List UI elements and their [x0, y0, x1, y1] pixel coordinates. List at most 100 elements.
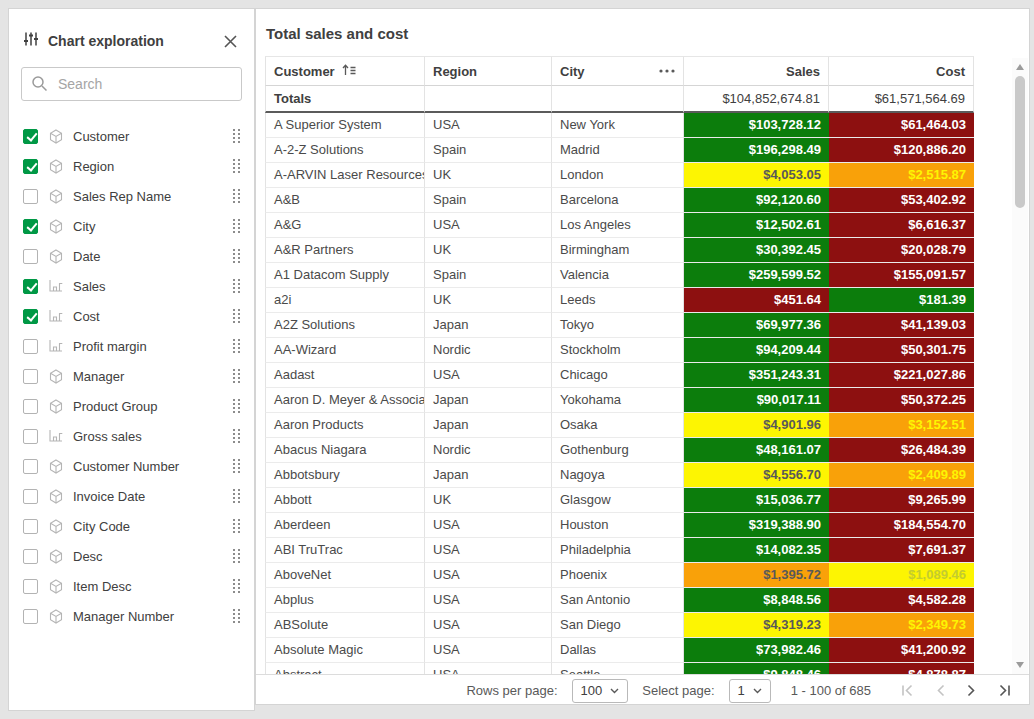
cell-city[interactable]: Osaka: [552, 413, 684, 438]
cell-customer[interactable]: Aaron Products: [265, 413, 425, 438]
field-checkbox[interactable]: [23, 489, 38, 504]
cell-sales[interactable]: $9,848.46: [684, 663, 829, 674]
cell-customer[interactable]: Abstract: [265, 663, 425, 674]
cell-city[interactable]: Philadelphia: [552, 538, 684, 563]
cell-customer[interactable]: Abacus Niagara: [265, 438, 425, 463]
cell-sales[interactable]: $8,848.56: [684, 588, 829, 613]
ellipsis-icon[interactable]: [659, 69, 675, 73]
cell-sales[interactable]: $259,599.52: [684, 263, 829, 288]
cell-customer[interactable]: Aberdeen: [265, 513, 425, 538]
page-select[interactable]: 1: [729, 679, 771, 703]
cell-city[interactable]: San Diego: [552, 613, 684, 638]
drag-handle-icon[interactable]: [233, 129, 241, 144]
cell-sales[interactable]: $451.64: [684, 288, 829, 313]
cell-cost[interactable]: $184,554.70: [829, 513, 974, 538]
field-item-manager-number[interactable]: Manager Number: [9, 601, 254, 631]
cell-cost[interactable]: $2,349.73: [829, 613, 974, 638]
field-item-sales-rep-name[interactable]: Sales Rep Name: [9, 181, 254, 211]
cell-customer[interactable]: A1 Datacom Supply: [265, 263, 425, 288]
drag-handle-icon[interactable]: [233, 189, 241, 204]
cell-city[interactable]: Yokohama: [552, 388, 684, 413]
field-item-profit-margin[interactable]: Profit margin: [9, 331, 254, 361]
cell-sales[interactable]: $351,243.31: [684, 363, 829, 388]
cell-city[interactable]: Houston: [552, 513, 684, 538]
cell-region[interactable]: USA: [425, 538, 552, 563]
field-checkbox[interactable]: [23, 339, 38, 354]
field-item-city[interactable]: City: [9, 211, 254, 241]
drag-handle-icon[interactable]: [233, 369, 241, 384]
cell-city[interactable]: New York: [552, 113, 684, 138]
cell-cost[interactable]: $7,691.37: [829, 538, 974, 563]
field-item-sales[interactable]: Sales: [9, 271, 254, 301]
cell-city[interactable]: Birmingham: [552, 238, 684, 263]
cell-city[interactable]: Nagoya: [552, 463, 684, 488]
cell-sales[interactable]: $90,017.11: [684, 388, 829, 413]
cell-city[interactable]: Dallas: [552, 638, 684, 663]
field-checkbox[interactable]: [23, 159, 38, 174]
field-checkbox[interactable]: [23, 189, 38, 204]
drag-handle-icon[interactable]: [233, 309, 241, 324]
drag-handle-icon[interactable]: [233, 459, 241, 474]
cell-region[interactable]: Spain: [425, 188, 552, 213]
cell-cost[interactable]: $9,265.99: [829, 488, 974, 513]
cell-region[interactable]: USA: [425, 563, 552, 588]
field-checkbox[interactable]: [23, 429, 38, 444]
field-item-customer-number[interactable]: Customer Number: [9, 451, 254, 481]
cell-region[interactable]: USA: [425, 513, 552, 538]
field-checkbox[interactable]: [23, 609, 38, 624]
field-item-date[interactable]: Date: [9, 241, 254, 271]
cell-cost[interactable]: $1,089.46: [829, 563, 974, 588]
field-item-gross-sales[interactable]: Gross sales: [9, 421, 254, 451]
column-header-cost[interactable]: Cost: [829, 56, 974, 86]
field-checkbox[interactable]: [23, 129, 38, 144]
cell-city[interactable]: Barcelona: [552, 188, 684, 213]
cell-customer[interactable]: Abbotsbury: [265, 463, 425, 488]
field-item-manager[interactable]: Manager: [9, 361, 254, 391]
field-checkbox[interactable]: [23, 369, 38, 384]
field-checkbox[interactable]: [23, 279, 38, 294]
cell-customer[interactable]: AboveNet: [265, 563, 425, 588]
cell-customer[interactable]: Absolute Magic: [265, 638, 425, 663]
cell-region[interactable]: UK: [425, 163, 552, 188]
cell-sales[interactable]: $12,502.61: [684, 213, 829, 238]
cell-customer[interactable]: A&G: [265, 213, 425, 238]
field-checkbox[interactable]: [23, 579, 38, 594]
first-page-icon[interactable]: [901, 684, 914, 697]
field-checkbox[interactable]: [23, 519, 38, 534]
cell-cost[interactable]: $26,484.39: [829, 438, 974, 463]
cell-customer[interactable]: A&R Partners: [265, 238, 425, 263]
cell-cost[interactable]: $41,200.92: [829, 638, 974, 663]
cell-city[interactable]: Stockholm: [552, 338, 684, 363]
cell-customer[interactable]: ABSolute: [265, 613, 425, 638]
cell-sales[interactable]: $69,977.36: [684, 313, 829, 338]
cell-region[interactable]: UK: [425, 288, 552, 313]
field-item-product-group[interactable]: Product Group: [9, 391, 254, 421]
field-item-item-desc[interactable]: Item Desc: [9, 571, 254, 601]
cell-region[interactable]: Spain: [425, 138, 552, 163]
field-item-cost[interactable]: Cost: [9, 301, 254, 331]
drag-handle-icon[interactable]: [233, 609, 241, 624]
drag-handle-icon[interactable]: [233, 219, 241, 234]
scrollbar-thumb[interactable]: [1015, 76, 1025, 208]
cell-cost[interactable]: $61,464.03: [829, 113, 974, 138]
cell-sales[interactable]: $1,395.72: [684, 563, 829, 588]
cell-city[interactable]: Leeds: [552, 288, 684, 313]
cell-region[interactable]: Japan: [425, 413, 552, 438]
cell-sales[interactable]: $30,392.45: [684, 238, 829, 263]
drag-handle-icon[interactable]: [233, 249, 241, 264]
cell-region[interactable]: USA: [425, 588, 552, 613]
cell-customer[interactable]: Abplus: [265, 588, 425, 613]
cell-sales[interactable]: $4,319.23: [684, 613, 829, 638]
field-item-customer[interactable]: Customer: [9, 121, 254, 151]
cell-sales[interactable]: $73,982.46: [684, 638, 829, 663]
scroll-up-icon[interactable]: [1012, 60, 1028, 74]
cell-customer[interactable]: AA-Wizard: [265, 338, 425, 363]
cell-customer[interactable]: Abbott: [265, 488, 425, 513]
drag-handle-icon[interactable]: [233, 399, 241, 414]
cell-region[interactable]: USA: [425, 113, 552, 138]
field-checkbox[interactable]: [23, 399, 38, 414]
cell-region[interactable]: UK: [425, 488, 552, 513]
column-header-customer[interactable]: Customer: [265, 56, 425, 86]
cell-sales[interactable]: $4,901.96: [684, 413, 829, 438]
field-checkbox[interactable]: [23, 309, 38, 324]
